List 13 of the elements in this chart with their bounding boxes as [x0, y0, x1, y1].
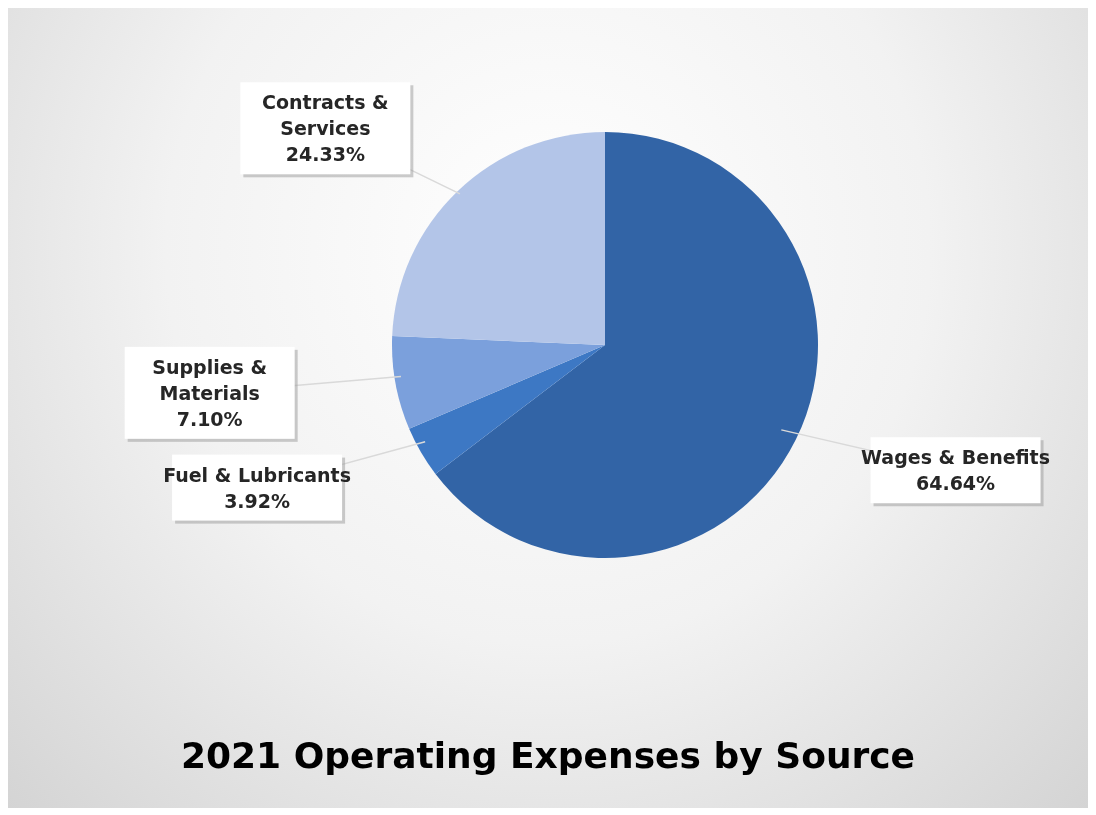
- data-label: 7.10%: [176, 407, 243, 430]
- slice-label: Supplies & Materials: [152, 355, 268, 404]
- slice-label: Contracts & Services: [262, 91, 389, 140]
- pie-slice: [392, 336, 605, 429]
- pie-slice: [435, 132, 818, 558]
- slice-label: Fuel & Lubricants: [163, 463, 352, 486]
- text: 2021 Operating Expenses by Source: [180, 735, 916, 776]
- pie-slice: [409, 345, 605, 474]
- slice-label: Wages & Benefits: [861, 446, 1051, 469]
- data-label: 64.64%: [915, 472, 996, 495]
- pie-slice: [392, 132, 605, 345]
- data-label: 24.33%: [285, 143, 365, 166]
- data-label: 3.92%: [224, 489, 291, 512]
